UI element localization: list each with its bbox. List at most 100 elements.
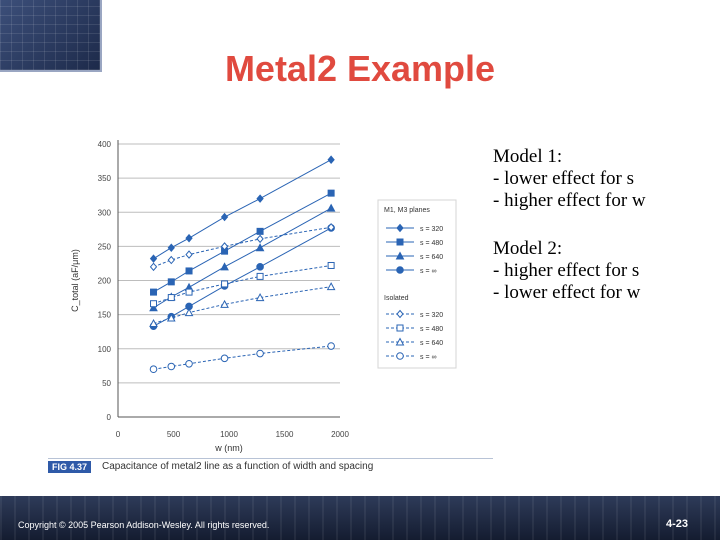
series-isolated-triangle bbox=[149, 282, 336, 327]
y-tick-label: 150 bbox=[98, 311, 112, 320]
grid-layer bbox=[118, 143, 340, 418]
data-point bbox=[149, 262, 158, 272]
data-point bbox=[185, 288, 193, 296]
legend-marker bbox=[396, 324, 404, 332]
legend-title-planes: M1, M3 planes bbox=[384, 207, 430, 214]
y-tick-label: 200 bbox=[98, 277, 112, 286]
legend-entry: s = 480 bbox=[386, 238, 443, 247]
x-tick-label: 2000 bbox=[331, 430, 349, 439]
data-point bbox=[256, 227, 264, 235]
legend-label: s = 640 bbox=[420, 254, 443, 261]
copyright-text: Copyright © 2005 Pearson Addison-Wesley.… bbox=[18, 520, 270, 530]
data-point bbox=[167, 362, 176, 371]
data-point bbox=[150, 288, 158, 296]
data-point bbox=[327, 261, 335, 269]
data-point bbox=[256, 234, 264, 244]
series-isolated-square bbox=[150, 261, 335, 308]
x-tick-label: 1500 bbox=[276, 430, 294, 439]
data-point bbox=[166, 313, 176, 322]
y-axis-label: C_total (aF/μm) bbox=[70, 249, 80, 312]
data-point bbox=[255, 293, 265, 302]
legend-marker bbox=[396, 352, 404, 360]
legend-label: s = ∞ bbox=[420, 268, 436, 275]
data-point bbox=[167, 278, 175, 286]
legend-label: s = ∞ bbox=[420, 354, 436, 361]
data-point bbox=[221, 280, 229, 288]
model-2-heading: Model 2: bbox=[493, 238, 563, 259]
y-tick-label: 350 bbox=[98, 174, 112, 183]
legend: M1, M3 planes Isolated s = 320 s = 480 s = 6… bbox=[377, 199, 457, 369]
legend-entry: s = 480 bbox=[386, 324, 443, 333]
legend-entry: s = 640 bbox=[386, 337, 443, 347]
legend-entry: s = 640 bbox=[386, 251, 443, 261]
corner-decoration bbox=[0, 0, 102, 72]
legend-box bbox=[377, 199, 457, 369]
x-tick-label: 500 bbox=[167, 430, 181, 439]
model-1-heading: Model 1: bbox=[493, 146, 563, 167]
x-axis-label: w (nm) bbox=[214, 443, 243, 453]
legend-label: s = 320 bbox=[420, 226, 443, 233]
data-point bbox=[185, 267, 193, 275]
legend-entry: s = 320 bbox=[386, 309, 443, 319]
data-point bbox=[326, 282, 336, 291]
y-tick-label: 400 bbox=[98, 140, 112, 149]
y-tick-label: 250 bbox=[98, 242, 112, 251]
chart: 0 50 100 150 200 250 300 350 400 0 500 1000 1500 2000… bbox=[40, 130, 490, 475]
series-line bbox=[153, 226, 332, 268]
legend-title-isolated: Isolated bbox=[384, 295, 409, 302]
data-point bbox=[149, 254, 158, 263]
series-isolated-diamond bbox=[149, 222, 335, 272]
series-line bbox=[153, 159, 332, 260]
model-1-line-2: - higher effect for w bbox=[493, 190, 646, 211]
data-point bbox=[327, 342, 335, 350]
legend-marker bbox=[396, 309, 404, 319]
model-2-line-1: - higher effect for s bbox=[493, 260, 640, 281]
legend-marker bbox=[396, 266, 404, 274]
data-point bbox=[256, 272, 264, 280]
model-1-note: Model 1: - lower effect for s - higher e… bbox=[493, 146, 715, 212]
series-planes-circle bbox=[149, 224, 335, 331]
y-tick-label: 0 bbox=[107, 413, 112, 422]
footer-bar: Copyright © 2005 Pearson Addison-Wesley.… bbox=[0, 496, 720, 540]
page-number: 4-23 bbox=[665, 518, 688, 530]
axis-layer: 0 50 100 150 200 250 300 350 400 0 500 1000 1500 2000… bbox=[70, 140, 349, 453]
figure-caption: FIG 4.37 Capacitance of metal2 line as a… bbox=[48, 458, 493, 473]
data-point bbox=[326, 203, 336, 212]
x-tick-label: 0 bbox=[116, 430, 121, 439]
series-line bbox=[153, 264, 332, 305]
legend-marker bbox=[395, 337, 405, 346]
data-point bbox=[327, 189, 335, 197]
data-point bbox=[220, 299, 229, 308]
data-point bbox=[220, 354, 229, 363]
legend-entry: s = ∞ bbox=[386, 266, 436, 275]
series-layer bbox=[149, 155, 336, 374]
series-isolated-circle bbox=[149, 342, 335, 374]
legend-entry: s = 320 bbox=[386, 223, 443, 233]
data-point bbox=[167, 294, 175, 302]
data-point bbox=[256, 263, 264, 271]
data-point bbox=[256, 194, 264, 203]
data-point bbox=[149, 303, 158, 312]
model-2-note: Model 2: - higher effect for s - lower e… bbox=[493, 238, 715, 304]
data-point bbox=[150, 300, 158, 308]
series-line bbox=[153, 207, 332, 309]
data-point bbox=[167, 243, 175, 253]
x-tick-label: 1000 bbox=[220, 430, 238, 439]
legend-label: s = 480 bbox=[420, 326, 443, 333]
data-point bbox=[255, 243, 265, 252]
data-point bbox=[220, 212, 229, 222]
slide-title: Metal2 Example bbox=[224, 48, 496, 89]
data-point bbox=[184, 308, 194, 317]
data-point bbox=[149, 318, 158, 327]
data-point bbox=[327, 155, 335, 164]
data-point bbox=[256, 349, 264, 358]
y-tick-label: 100 bbox=[98, 345, 112, 354]
y-tick-label: 300 bbox=[98, 208, 112, 217]
data-point bbox=[149, 365, 158, 374]
series-line bbox=[153, 286, 332, 324]
data-point bbox=[167, 255, 175, 265]
figure-caption-text: Capacitance of metal2 line as a function… bbox=[102, 461, 374, 472]
legend-marker bbox=[395, 251, 405, 260]
legend-marker bbox=[396, 223, 404, 233]
data-point bbox=[185, 359, 193, 368]
